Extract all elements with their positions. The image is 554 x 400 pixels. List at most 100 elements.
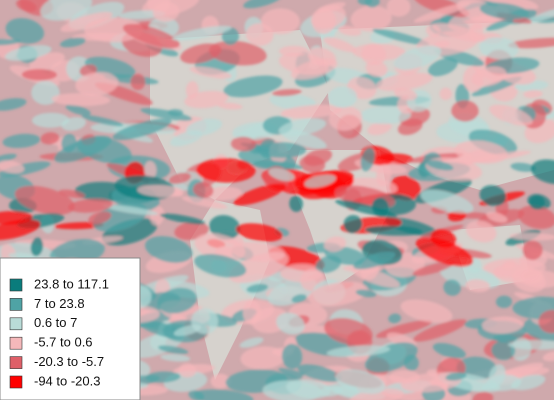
shade-region <box>262 380 322 400</box>
shade-region <box>489 104 533 126</box>
shade-region <box>204 186 243 201</box>
shade-region <box>308 281 368 307</box>
shade-region <box>364 225 423 236</box>
shade-region <box>168 172 191 184</box>
shade-region <box>230 241 286 262</box>
shade-region <box>337 25 362 36</box>
shade-region <box>233 183 287 206</box>
shade-region <box>278 118 327 137</box>
shade-region <box>479 2 529 20</box>
shade-region <box>152 1 180 22</box>
shade-region <box>188 390 205 400</box>
shade-region <box>530 159 554 185</box>
shade-region <box>465 220 497 243</box>
shade-region <box>353 251 396 270</box>
shade-region <box>230 136 257 152</box>
shade-region <box>140 108 193 121</box>
legend-label: 7 to 23.8 <box>34 296 85 311</box>
shade-region <box>194 253 247 278</box>
shade-region <box>412 261 454 276</box>
shade-region <box>426 160 454 171</box>
shade-region <box>103 204 159 216</box>
legend: 23.8 to 117.1 7 to 23.8 0.6 to 7 -5.7 to 0.… <box>0 257 141 400</box>
shade-region <box>388 313 402 324</box>
shade-region <box>122 23 180 49</box>
legend-swatch <box>9 298 23 311</box>
shade-region <box>14 185 75 215</box>
shade-region <box>324 236 347 252</box>
shade-region <box>172 25 232 41</box>
shade-region <box>420 189 474 214</box>
legend-label: 0.6 to 7 <box>34 315 77 330</box>
shade-region <box>281 343 303 370</box>
shade-region <box>168 109 184 117</box>
shade-region <box>415 237 474 267</box>
shade-region <box>81 115 124 127</box>
legend-label: -20.3 to -5.7 <box>34 354 104 369</box>
shade-region <box>493 334 518 343</box>
shade-region <box>376 164 392 187</box>
shade-region <box>328 106 363 131</box>
shade-region <box>367 121 392 136</box>
shade-region <box>529 195 545 210</box>
legend-swatch <box>9 356 23 369</box>
shade-region <box>0 39 21 46</box>
shade-region <box>312 8 336 35</box>
shade-region <box>145 371 181 383</box>
shade-region <box>290 58 338 80</box>
shade-region <box>472 391 494 400</box>
shade-region <box>51 93 111 107</box>
shade-region <box>243 0 283 9</box>
shade-region <box>30 237 44 257</box>
shade-region <box>443 279 461 296</box>
shade-region <box>59 37 86 48</box>
shade-region <box>130 73 146 91</box>
shade-region <box>479 37 519 60</box>
shade-region <box>352 43 406 61</box>
shade-region <box>324 317 373 346</box>
shade-region <box>479 185 507 207</box>
shade-region <box>193 389 254 400</box>
shade-region <box>355 289 377 298</box>
shade-region <box>481 316 524 334</box>
shade-region <box>512 296 554 320</box>
shade-region <box>88 211 112 225</box>
shade-region <box>280 104 343 119</box>
shade-region <box>223 75 283 98</box>
shade-region <box>185 81 199 99</box>
shade-region <box>413 2 471 23</box>
shade-region <box>400 299 453 324</box>
shade-region <box>488 364 506 388</box>
shade-region <box>0 219 41 241</box>
shade-region <box>297 364 342 382</box>
shade-region <box>486 211 508 223</box>
shade-region <box>451 100 479 122</box>
shade-region <box>0 153 17 165</box>
shade-region <box>255 142 307 158</box>
shade-region <box>15 0 37 12</box>
shade-region <box>360 105 411 125</box>
shade-region <box>68 198 113 213</box>
shade-region <box>65 104 91 116</box>
shade-region <box>189 66 232 79</box>
shade-region <box>365 60 388 78</box>
shade-region <box>192 182 214 198</box>
shade-region <box>137 184 185 198</box>
shade-region <box>181 196 228 209</box>
shade-region <box>0 160 25 174</box>
shade-region <box>372 197 389 218</box>
shade-region <box>542 351 554 362</box>
shade-region <box>393 45 442 70</box>
shade-region <box>253 160 303 170</box>
shade-region <box>375 72 433 91</box>
legend-label: 23.8 to 117.1 <box>34 276 109 291</box>
shade-region <box>486 18 514 31</box>
shade-region <box>0 98 27 111</box>
shade-region <box>0 211 33 225</box>
shade-region <box>40 132 60 145</box>
shade-region <box>323 37 357 53</box>
shade-region <box>519 270 554 288</box>
shade-region <box>431 23 487 43</box>
shade-region <box>465 279 491 293</box>
shade-region <box>507 340 554 350</box>
